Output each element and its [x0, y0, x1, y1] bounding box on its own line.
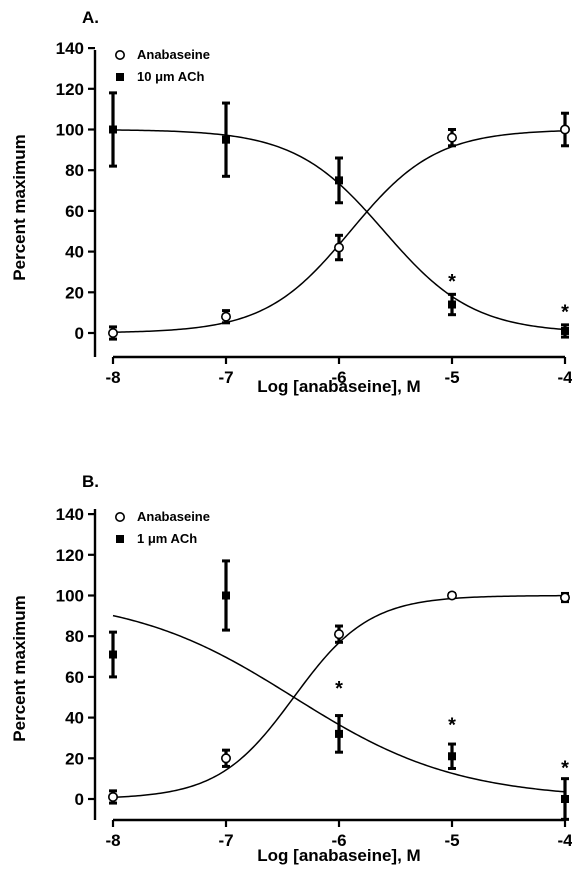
y-tick-label: 140: [56, 505, 84, 524]
legend-label: 10 μm ACh: [137, 69, 204, 84]
data-point: [109, 650, 117, 659]
data-point: [222, 591, 230, 600]
data-point: [221, 311, 232, 322]
data-point: [222, 135, 230, 144]
y-tick-label: 100: [56, 121, 84, 140]
y-tick-label: 0: [75, 324, 84, 343]
data-point: [108, 327, 119, 338]
series-anabaseine: [108, 111, 570, 341]
legend-marker: [115, 49, 126, 60]
x-axis-title: Log [anabaseine], M: [257, 846, 420, 865]
significance-marker: *: [561, 757, 569, 779]
y-tick-label: 120: [56, 80, 84, 99]
chart-panel-a: A. 0 20 40 60 80 100 120 140 Percent maximum -8 -7 -…: [10, 8, 572, 396]
legend-label: Anabaseine: [137, 509, 210, 524]
significance-marker: *: [448, 715, 456, 737]
legend: Anabaseine 1 μm ACh: [115, 509, 210, 546]
y-tick-label: 0: [75, 790, 84, 809]
legend-marker: [115, 511, 126, 522]
series-ach: [109, 559, 569, 821]
y-tick-label: 100: [56, 587, 84, 606]
data-point: [446, 590, 457, 601]
y-axis-title: Percent maximum: [10, 595, 29, 741]
x-tick-label: -7: [218, 368, 233, 387]
x-tick-label: -8: [105, 368, 120, 387]
x-tick-label: -7: [218, 831, 233, 850]
x-tick-label: -4: [557, 831, 572, 850]
legend-label: Anabaseine: [137, 47, 210, 62]
y-tick-label: 40: [65, 243, 84, 262]
data-point: [109, 125, 117, 134]
y-tick-label: 140: [56, 39, 84, 58]
x-tick-label: -8: [105, 831, 120, 850]
x-tick-label: -6: [331, 831, 346, 850]
data-point: [335, 176, 343, 185]
legend-marker: [116, 73, 124, 81]
y-axis-title: Percent maximum: [10, 134, 29, 280]
x-axis-title: Log [anabaseine], M: [257, 377, 420, 396]
y-tick-label: 80: [65, 627, 84, 646]
y-tick-label: 60: [65, 202, 84, 221]
data-point: [448, 300, 456, 309]
data-point: [559, 592, 570, 603]
significance-marker: *: [335, 678, 343, 700]
data-point: [335, 729, 343, 738]
x-tick-label: -6: [331, 368, 346, 387]
y-tick-label: 120: [56, 546, 84, 565]
data-point: [559, 124, 570, 135]
y-tick-label: 60: [65, 668, 84, 687]
y-tick-label: 40: [65, 709, 84, 728]
panel-label: B.: [82, 472, 99, 491]
y-tick-label: 20: [65, 283, 84, 302]
chart-panel-b: B. 0 20 40 60 80 100 120 140 Percent maximum -8 -7 -…: [10, 472, 572, 865]
data-point: [333, 629, 344, 640]
legend: Anabaseine 10 μm ACh: [115, 47, 210, 84]
x-tick-label: -5: [444, 368, 459, 387]
legend-label: 1 μm ACh: [137, 531, 197, 546]
data-point: [333, 242, 344, 253]
legend-marker: [116, 535, 124, 543]
significance-marker: *: [448, 271, 456, 293]
panel-label: A.: [82, 8, 99, 27]
x-tick-label: -5: [444, 831, 459, 850]
x-tick-label: -4: [557, 368, 572, 387]
data-point: [221, 753, 232, 764]
series-ach: [109, 91, 569, 339]
data-point: [108, 791, 119, 802]
data-point: [561, 795, 569, 803]
data-point: [561, 326, 569, 335]
data-point: [446, 132, 457, 143]
data-point: [448, 752, 456, 761]
significance-marker: *: [561, 302, 569, 324]
y-tick-label: 80: [65, 161, 84, 180]
series-anabaseine: [108, 590, 570, 805]
y-tick-label: 20: [65, 749, 84, 768]
